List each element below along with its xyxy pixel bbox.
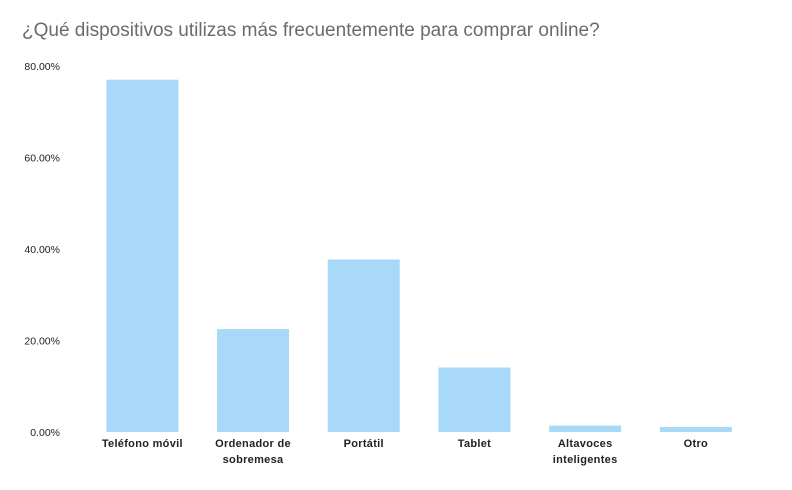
- bar: [659, 426, 732, 432]
- x-tick-label: Tablet: [458, 438, 491, 450]
- y-tick-label: 60.00%: [24, 153, 60, 165]
- chart-title: ¿Qué dispositivos utilizas más frecuente…: [22, 20, 600, 41]
- bar: [327, 259, 400, 432]
- y-tick-label: 0.00%: [30, 427, 60, 439]
- x-tick-label: Altavoces inteligentes: [553, 438, 618, 466]
- x-tick-label: Otro: [684, 438, 708, 450]
- bar: [549, 425, 622, 432]
- bar: [438, 367, 511, 432]
- y-tick-label: 80.00%: [24, 61, 60, 73]
- x-tick-label: Ordenador de sobremesa: [215, 438, 291, 466]
- bar: [217, 329, 290, 432]
- x-tick-label: Portátil: [344, 438, 384, 450]
- y-tick-label: 40.00%: [24, 244, 60, 256]
- bar: [106, 79, 179, 432]
- y-tick-label: 20.00%: [24, 336, 60, 348]
- x-tick-label: Teléfono móvil: [102, 438, 183, 450]
